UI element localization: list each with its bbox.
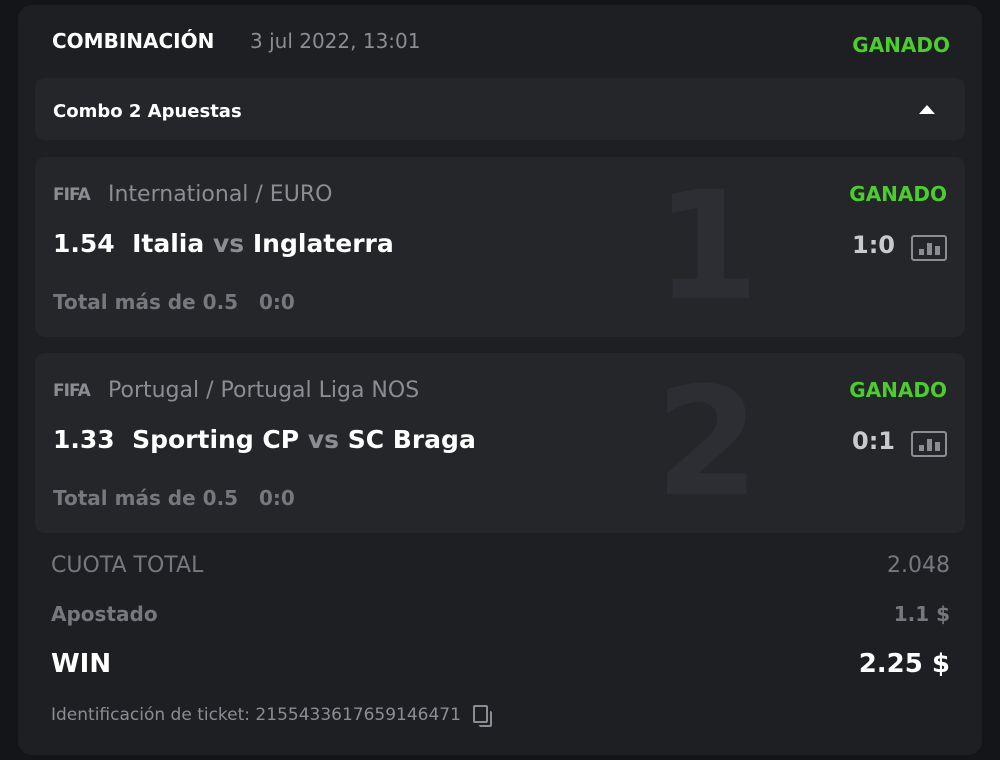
match: 1.33 Sporting CP vs SC Braga <box>53 425 476 454</box>
bet-item: 2 FIFA Portugal / Portugal Liga NOS GANA… <box>35 353 965 533</box>
match: 1.54 Italia vs Inglaterra <box>53 229 394 258</box>
win-value: 2.25 $ <box>858 649 950 679</box>
market: Total más de 0.5 0:0 <box>53 290 295 314</box>
bet-index: 1 <box>655 160 760 334</box>
vs: vs <box>212 229 245 258</box>
stake-label: Apostado <box>51 602 158 626</box>
score: 1:0 <box>852 231 895 259</box>
win-row: WIN 2.25 $ <box>51 649 950 679</box>
combo-toggle[interactable]: Combo 2 Apuestas <box>35 78 965 140</box>
vs: vs <box>307 425 340 454</box>
bet-ticket-card: COMBINACIÓN 3 jul 2022, 13:01 GANADO Com… <box>18 5 982 755</box>
bet-status: GANADO <box>849 182 947 206</box>
bet-type-title: COMBINACIÓN <box>52 29 215 53</box>
away-team: Inglaterra <box>252 229 394 258</box>
total-odds-value: 2.048 <box>887 553 950 578</box>
odds: 1.33 <box>53 425 115 454</box>
total-odds-row: CUOTA TOTAL 2.048 <box>51 553 950 578</box>
bet-date: 3 jul 2022, 13:01 <box>250 29 421 53</box>
bet-status: GANADO <box>849 378 947 402</box>
copy-icon[interactable] <box>472 705 492 727</box>
stake-row: Apostado 1.1 $ <box>51 602 950 626</box>
win-label: WIN <box>51 649 112 679</box>
away-team: SC Braga <box>347 425 476 454</box>
bet-item: 1 FIFA International / EURO GANADO 1.54 … <box>35 157 965 337</box>
stake-value: 1.1 $ <box>893 602 950 626</box>
odds: 1.54 <box>53 229 115 258</box>
market: Total más de 0.5 0:0 <box>53 486 295 510</box>
stats-icon[interactable] <box>911 431 947 457</box>
caret-up-icon[interactable] <box>919 105 935 114</box>
home-team: Italia <box>132 229 205 258</box>
bet-index: 2 <box>655 356 760 530</box>
fifa-icon: FIFA <box>53 185 91 205</box>
ticket-id: Identificación de ticket: 21554336176591… <box>51 705 492 727</box>
fifa-icon: FIFA <box>53 381 91 401</box>
league: International / EURO <box>108 182 333 207</box>
stats-icon[interactable] <box>911 235 947 261</box>
combo-label: Combo 2 Apuestas <box>53 101 242 122</box>
status-badge: GANADO <box>852 33 950 57</box>
score: 0:1 <box>852 427 895 455</box>
total-odds-label: CUOTA TOTAL <box>51 553 204 578</box>
ticket-id-text: Identificación de ticket: 21554336176591… <box>51 705 461 725</box>
league: Portugal / Portugal Liga NOS <box>108 378 420 403</box>
home-team: Sporting CP <box>132 425 300 454</box>
